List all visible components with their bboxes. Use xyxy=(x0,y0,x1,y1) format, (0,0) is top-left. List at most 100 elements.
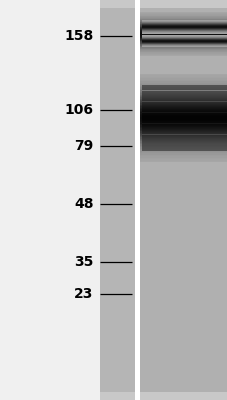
Bar xyxy=(142,118,227,119)
Bar xyxy=(140,36,227,37)
Bar xyxy=(140,44,227,45)
Bar xyxy=(140,45,227,46)
Bar xyxy=(140,13,227,14)
Bar xyxy=(140,84,227,86)
Bar xyxy=(142,85,227,86)
Bar xyxy=(142,100,227,102)
Bar xyxy=(140,80,227,81)
Bar xyxy=(140,15,227,16)
Bar xyxy=(140,32,227,33)
Bar xyxy=(142,148,227,149)
Bar xyxy=(140,31,227,32)
Bar xyxy=(142,139,227,140)
Bar xyxy=(140,103,227,105)
Bar xyxy=(140,125,227,127)
Bar xyxy=(140,127,227,128)
Bar xyxy=(140,146,227,147)
Bar xyxy=(140,39,227,40)
Bar xyxy=(142,99,227,100)
Bar xyxy=(140,152,227,153)
Bar xyxy=(100,8,134,392)
Text: 35: 35 xyxy=(74,255,93,269)
Bar xyxy=(142,97,227,98)
Bar xyxy=(140,30,227,31)
Bar xyxy=(142,138,227,139)
Bar xyxy=(140,26,227,27)
Bar xyxy=(142,122,227,124)
Bar xyxy=(134,0,140,400)
Bar xyxy=(140,41,227,42)
Bar xyxy=(140,109,227,111)
Bar xyxy=(140,116,227,118)
Bar xyxy=(140,143,227,144)
Bar xyxy=(142,117,227,118)
Bar xyxy=(142,142,227,143)
Bar xyxy=(140,55,227,56)
Bar xyxy=(142,93,227,94)
Bar xyxy=(140,74,227,76)
Text: 23: 23 xyxy=(74,287,93,301)
Bar xyxy=(142,119,227,120)
Bar xyxy=(142,89,227,90)
Bar xyxy=(140,47,227,48)
Bar xyxy=(142,149,227,150)
Bar xyxy=(142,92,227,93)
Bar xyxy=(140,22,227,23)
Bar xyxy=(140,40,227,41)
Bar xyxy=(140,115,227,116)
Bar xyxy=(140,28,227,29)
Bar xyxy=(140,138,227,140)
Bar xyxy=(142,107,227,108)
Bar xyxy=(140,89,227,90)
Bar xyxy=(140,8,227,392)
Bar xyxy=(140,86,227,87)
Bar xyxy=(142,104,227,105)
Bar xyxy=(142,136,227,137)
Bar xyxy=(142,133,227,134)
Bar xyxy=(140,105,227,106)
Bar xyxy=(142,127,227,128)
Bar xyxy=(142,134,227,136)
Bar xyxy=(140,51,227,52)
Bar xyxy=(140,81,227,83)
Bar xyxy=(140,12,227,13)
Bar xyxy=(140,159,227,160)
Bar xyxy=(140,94,227,96)
Bar xyxy=(140,136,227,137)
Bar xyxy=(140,122,227,124)
Bar xyxy=(142,140,227,141)
Bar xyxy=(140,29,227,30)
Bar xyxy=(142,95,227,96)
Bar xyxy=(140,150,227,152)
Bar xyxy=(140,114,227,115)
Bar xyxy=(140,124,227,125)
Bar xyxy=(140,131,227,133)
Bar xyxy=(140,118,227,120)
Bar xyxy=(140,111,227,112)
Bar xyxy=(142,143,227,144)
Bar xyxy=(140,18,227,19)
Bar xyxy=(140,83,227,84)
Bar xyxy=(140,16,227,17)
Bar xyxy=(140,46,227,47)
Bar xyxy=(142,114,227,115)
Bar xyxy=(140,100,227,102)
Bar xyxy=(142,144,227,146)
Bar xyxy=(140,137,227,138)
Bar xyxy=(0,0,100,400)
Text: 106: 106 xyxy=(64,103,93,117)
Bar xyxy=(140,98,227,99)
Bar xyxy=(142,112,227,114)
Bar xyxy=(140,50,227,51)
Bar xyxy=(140,112,227,114)
Bar xyxy=(142,108,227,109)
Bar xyxy=(140,78,227,80)
Bar xyxy=(140,14,227,15)
Bar xyxy=(140,37,227,38)
Text: 158: 158 xyxy=(64,29,93,43)
Bar xyxy=(142,111,227,112)
Bar xyxy=(142,126,227,127)
Bar xyxy=(142,94,227,95)
Bar xyxy=(140,76,227,77)
Bar xyxy=(142,131,227,132)
